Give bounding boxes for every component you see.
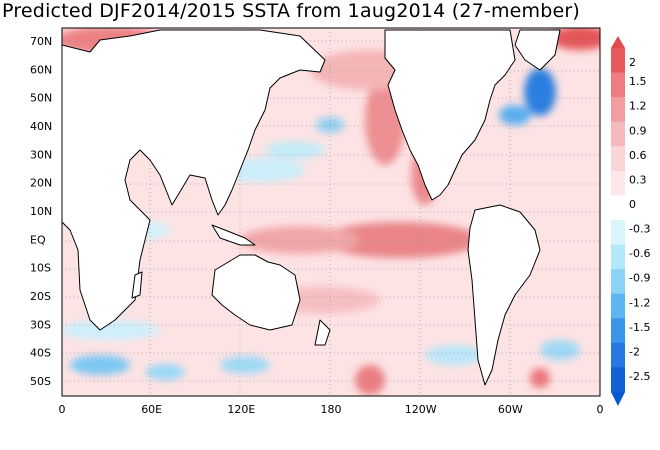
colorbar-swatch xyxy=(611,342,625,368)
lat-label-70n: 70N xyxy=(30,35,52,48)
lon-label-5: 60W xyxy=(498,403,523,416)
lat-label-50s: 50S xyxy=(30,375,51,388)
lat-label-eq: EQ xyxy=(30,233,46,246)
colorbar-label: -0.3 xyxy=(629,223,650,236)
ssta-field xyxy=(62,28,600,396)
colorbar-swatch xyxy=(611,170,625,196)
colorbar-label: 2 xyxy=(629,56,636,69)
lon-label-1: 60E xyxy=(141,403,162,416)
south-america-land xyxy=(467,204,541,386)
colorbar-label: -0.9 xyxy=(629,272,650,285)
colorbar-swatch xyxy=(611,121,625,147)
colorbar-swatch xyxy=(611,269,625,295)
lon-label-3: 180 xyxy=(321,403,342,416)
colorbar-top-arrow xyxy=(611,36,625,48)
colorbar-label: -1.5 xyxy=(629,321,650,334)
australia-land xyxy=(211,254,301,331)
lat-label-20s: 20S xyxy=(30,290,51,303)
map-frame xyxy=(61,27,601,397)
lon-label-2: 120E xyxy=(227,403,255,416)
colorbar-label: -1.2 xyxy=(629,296,650,309)
lat-label-40n: 40N xyxy=(30,120,52,133)
colorbar-label: 0.3 xyxy=(629,173,647,186)
eurasia-africa-land xyxy=(62,29,326,331)
colorbar-swatch xyxy=(611,146,625,172)
colorbar-label: 0 xyxy=(629,198,636,211)
colorbar: 2 1.5 1.2 0.9 0.6 0.3 0 -0.3 -0.6 -0.9 -1.2 -1.5 -2 -… xyxy=(611,36,650,406)
colorbar-label: 0.6 xyxy=(629,149,647,162)
colorbar-swatch xyxy=(611,72,625,98)
lat-label-50n: 50N xyxy=(30,92,52,105)
map-title: Predicted DJF2014/2015 SSTA from 1aug201… xyxy=(2,0,581,22)
madagascar-land xyxy=(131,271,143,299)
colorbar-swatch xyxy=(611,293,625,319)
colorbar-label: 1.2 xyxy=(629,100,647,113)
lat-label-20n: 20N xyxy=(30,177,52,190)
lat-label-60n: 60N xyxy=(30,63,52,76)
lat-label-30n: 30N xyxy=(30,148,52,161)
lon-label-4: 120W xyxy=(405,403,437,416)
land-masses xyxy=(62,29,561,386)
new-zealand-land xyxy=(314,319,331,346)
colorbar-swatch xyxy=(611,195,625,221)
latitude-labels: 70N 60N 50N 40N 30N 20N 10N EQ 10S 20S 30S 40S 50S xyxy=(30,35,52,388)
lon-label-0: 0 xyxy=(59,403,66,416)
colorbar-label: -2.5 xyxy=(629,370,650,383)
lat-label-40s: 40S xyxy=(30,347,51,360)
north-america-land xyxy=(384,29,516,201)
colorbar-bottom-arrow xyxy=(611,392,625,406)
longitude-labels: 0 60E 120E 180 120W 60W 0 xyxy=(59,403,604,416)
colorbar-swatch xyxy=(611,220,625,246)
colorbar-swatch xyxy=(611,48,625,74)
greenland-land xyxy=(514,29,561,71)
colorbar-swatch xyxy=(611,318,625,344)
lat-label-30s: 30S xyxy=(30,318,51,331)
colorbar-swatch xyxy=(611,244,625,270)
colorbar-label: 0.9 xyxy=(629,124,647,137)
lat-label-10n: 10N xyxy=(30,205,52,218)
colorbar-label: -2 xyxy=(629,345,640,358)
colorbar-label: 1.5 xyxy=(629,75,647,88)
lon-label-6: 0 xyxy=(597,403,604,416)
indonesia-land xyxy=(211,224,256,246)
colorbar-label: -0.6 xyxy=(629,247,650,260)
colorbar-swatch xyxy=(611,97,625,123)
lat-label-10s: 10S xyxy=(30,262,51,275)
colorbar-swatch xyxy=(611,367,625,393)
